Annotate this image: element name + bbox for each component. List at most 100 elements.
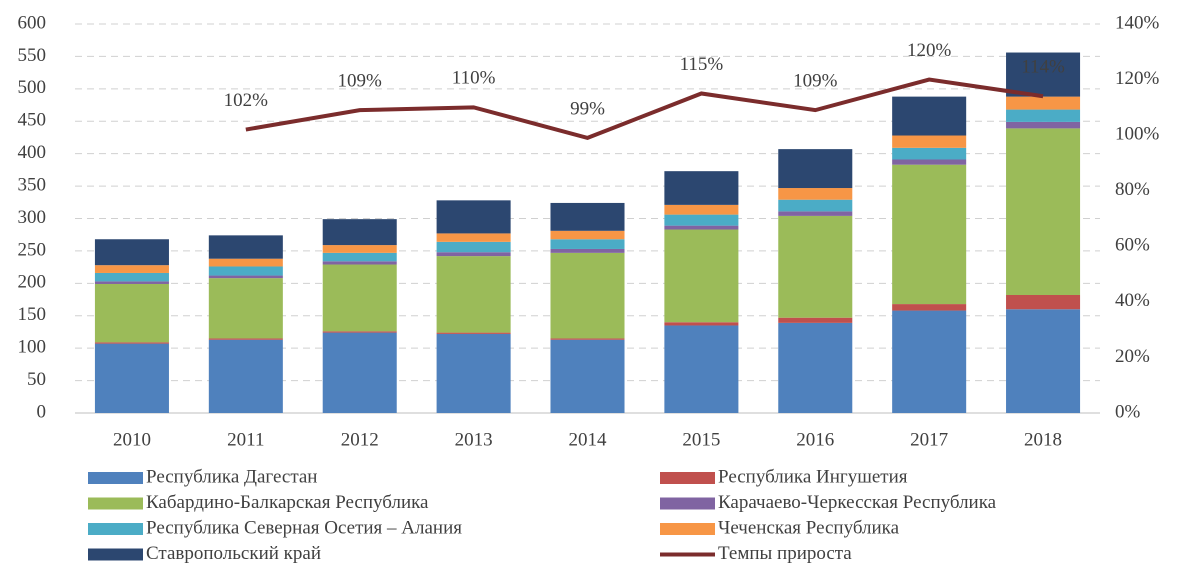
x-tick-label: 2011: [227, 429, 264, 450]
data-label: 109%: [338, 70, 383, 91]
legend-swatch: [88, 472, 143, 484]
bar-segment: [94, 283, 169, 343]
y-tick-label: 500: [18, 77, 47, 98]
y-tick-label: 250: [18, 239, 47, 260]
y-tick-label: 450: [18, 110, 47, 131]
legend-label: Республика Дагестан: [146, 466, 317, 487]
legend-swatch: [660, 472, 715, 484]
bar-segment: [892, 96, 967, 136]
legend-swatch: [88, 523, 143, 535]
bar-segment: [1006, 295, 1081, 310]
legend-label: Карачаево-Черкесская Республика: [718, 492, 997, 513]
bar-segment: [322, 264, 397, 332]
y2-tick-label: 0%: [1115, 401, 1141, 422]
x-tick-label: 2016: [796, 429, 834, 450]
bar-segment: [208, 338, 283, 340]
data-label: 114%: [1021, 57, 1065, 78]
y-tick-label: 550: [18, 45, 47, 66]
bar-segment: [322, 252, 397, 262]
x-tick-label: 2018: [1024, 429, 1062, 450]
bar-segment: [1006, 128, 1081, 296]
y-tick-label: 200: [18, 272, 47, 293]
bar-segment: [436, 200, 511, 234]
bar-segment: [550, 338, 625, 340]
y2-tick-label: 120%: [1115, 68, 1160, 89]
bar-segment: [778, 322, 853, 413]
bar-segment: [322, 331, 397, 333]
bar-segment: [1006, 52, 1081, 97]
y-tick-label: 0: [37, 401, 47, 422]
bar-segment: [1006, 121, 1081, 129]
data-label: 99%: [570, 98, 605, 119]
data-label: 115%: [680, 54, 724, 75]
bar-segment: [322, 332, 397, 413]
legend-label: Республика Северная Осетия – Алания: [146, 517, 462, 538]
bar-segment: [94, 343, 169, 413]
bar-segment: [1006, 309, 1081, 413]
bar-segment: [436, 333, 511, 413]
legend-label: Кабардино-Балкарская Республика: [146, 492, 429, 513]
bar-segment: [778, 215, 853, 318]
bar-segment: [94, 272, 169, 282]
x-tick-label: 2015: [682, 429, 720, 450]
bar-segment: [1006, 96, 1081, 110]
y-tick-label: 50: [27, 369, 46, 390]
bar-segment: [892, 147, 967, 160]
bar-segment: [208, 275, 283, 279]
y2-tick-label: 100%: [1115, 124, 1160, 145]
bar-segment: [664, 171, 739, 205]
bar-segment: [436, 252, 511, 257]
bar-segment: [664, 225, 739, 230]
y-tick-label: 300: [18, 207, 47, 228]
bar-segment: [892, 159, 967, 165]
bar-segment: [550, 248, 625, 253]
bar-segment: [664, 322, 739, 326]
bar-segment: [1006, 109, 1081, 122]
bar-segment: [778, 149, 853, 189]
y2-tick-label: 80%: [1115, 179, 1150, 200]
y2-tick-label: 40%: [1115, 290, 1150, 311]
bar-segment: [550, 339, 625, 413]
bar-segment: [322, 219, 397, 246]
bar-segment: [436, 332, 511, 334]
x-tick-label: 2013: [455, 429, 493, 450]
bar-segment: [778, 188, 853, 200]
bar-segment: [322, 245, 397, 253]
bar-segment: [436, 241, 511, 253]
y-tick-label: 600: [18, 12, 47, 33]
bar-segment: [664, 214, 739, 226]
bar-segment: [550, 239, 625, 249]
y2-tick-label: 140%: [1115, 12, 1160, 33]
bar-segment: [322, 261, 397, 265]
legend-label: Темпы прироста: [718, 543, 852, 564]
bar-segment: [892, 135, 967, 148]
bar-segment: [436, 233, 511, 242]
legend-swatch: [660, 523, 715, 535]
legend-swatch: [660, 497, 715, 510]
bar-segment: [778, 211, 853, 216]
y-tick-label: 100: [18, 337, 47, 358]
y-tick-label: 350: [18, 174, 47, 195]
bar-segment: [208, 235, 283, 259]
bar-segment: [550, 252, 625, 339]
data-label: 109%: [793, 70, 838, 91]
bar-segment: [94, 265, 169, 273]
bar-segment: [94, 281, 169, 284]
bar-segment: [778, 199, 853, 212]
growth-line: [245, 77, 1044, 141]
legend-label: Ставропольский край: [146, 543, 321, 564]
y-tick-label: 400: [18, 142, 47, 163]
bar-segment: [208, 258, 283, 267]
bar-segment: [208, 339, 283, 413]
legend-label: Республика Ингушетия: [718, 466, 908, 487]
y-tick-label: 150: [18, 304, 47, 325]
bar-segment: [664, 325, 739, 413]
bar-segment: [892, 304, 967, 311]
bar-segment: [664, 204, 739, 215]
data-label: 120%: [907, 40, 952, 61]
bar-segment: [436, 256, 511, 333]
y2-tick-label: 60%: [1115, 235, 1150, 256]
data-label: 102%: [224, 90, 269, 111]
x-tick-label: 2014: [569, 429, 608, 450]
y2-tick-label: 20%: [1115, 346, 1150, 367]
